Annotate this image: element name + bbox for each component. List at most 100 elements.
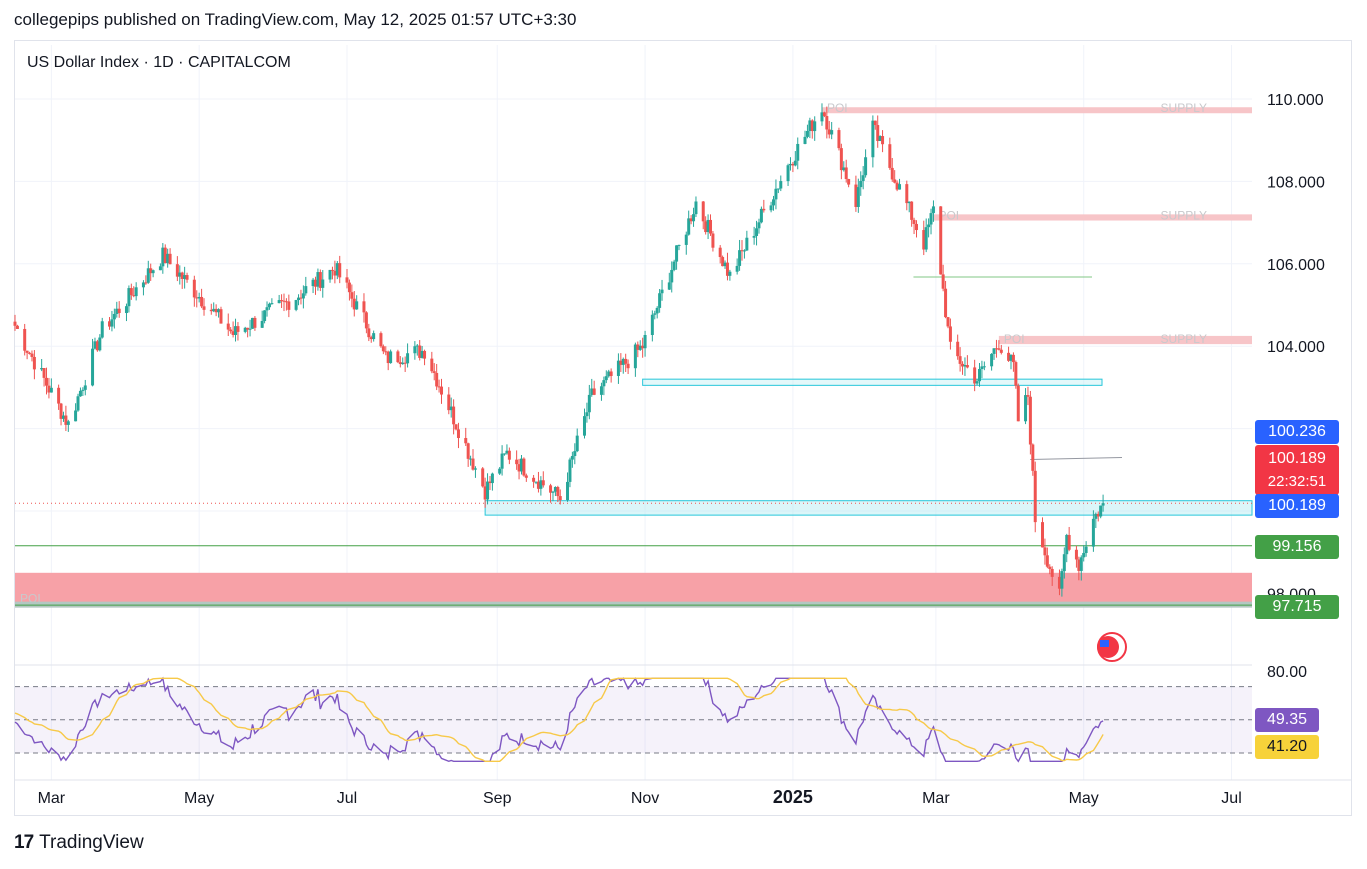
candle-body (488, 481, 492, 484)
candle-body (1062, 554, 1066, 572)
candle-body (185, 275, 189, 280)
candle-body (456, 429, 460, 439)
candle-body (956, 341, 960, 357)
candle-body (263, 310, 267, 321)
candle-body (466, 443, 470, 459)
candle-body (658, 293, 662, 308)
candle-body (585, 412, 589, 417)
candle-body (898, 184, 902, 190)
candle-body (844, 167, 848, 180)
candle-body (333, 270, 337, 276)
candle-body (602, 380, 606, 387)
candle-body (1057, 576, 1061, 589)
candle-body (318, 272, 322, 288)
candle-body (856, 187, 860, 207)
candle-body (243, 327, 247, 332)
zone-box (15, 572, 1252, 604)
candle-body (839, 148, 843, 171)
candle-body (447, 394, 451, 411)
zone-label-right: SUPPLY (1161, 332, 1207, 346)
candle-body (432, 371, 436, 373)
candle-body (558, 496, 562, 501)
candle-body (355, 301, 359, 310)
symbol-title: US Dollar Index · 1D · CAPITALCOM (27, 54, 291, 71)
candle-body (30, 353, 34, 357)
candle-body (180, 272, 184, 279)
candle-body (91, 348, 95, 386)
candle-body (76, 396, 80, 411)
rsi-ma-line (14, 677, 1104, 762)
candle-body (638, 345, 642, 350)
candle-body (372, 333, 376, 340)
candle-body (1099, 505, 1103, 517)
candle-body (553, 486, 557, 492)
zone-box (821, 107, 1252, 114)
candle-body (556, 486, 560, 497)
candle-body (78, 390, 82, 397)
candle-body (876, 125, 880, 142)
candle-body (32, 356, 36, 370)
candle-body (384, 351, 388, 353)
footer: 17 TradingView (14, 832, 144, 854)
candle-body (435, 372, 439, 387)
candle-body (498, 468, 502, 474)
candle-body (655, 307, 659, 314)
candle-body (808, 120, 812, 131)
candle-body (1009, 354, 1013, 361)
candle-body (653, 313, 657, 315)
candle-body (723, 262, 727, 267)
candle-body (197, 296, 201, 299)
candle-body (711, 233, 715, 248)
candle-body (774, 188, 778, 200)
candle-body (192, 279, 196, 298)
rsi-ma-tag: 41.20 (1255, 735, 1319, 759)
candle-body (98, 337, 102, 351)
candle-body (999, 349, 1003, 353)
candle-body (321, 279, 325, 288)
candle-body (166, 253, 170, 264)
candle-body (881, 136, 885, 145)
candle-body (534, 481, 538, 483)
candle-body (1024, 395, 1028, 422)
x-tick-label: Mar (38, 790, 66, 807)
candle-body (413, 346, 417, 354)
y-tick-label: 106.000 (1267, 257, 1325, 274)
candle-body (975, 381, 979, 384)
candle-body (830, 130, 834, 135)
candle-body (873, 120, 877, 126)
candle-body (66, 421, 70, 425)
x-tick-label: May (184, 790, 214, 807)
level-tag-99: 99.156 (1255, 535, 1339, 559)
rsi-line (14, 676, 1104, 763)
candle-body (895, 182, 899, 190)
us-flag-icon-canton (1100, 640, 1109, 647)
candle-body (641, 345, 645, 349)
candle-body (265, 307, 269, 311)
candle-body (1016, 385, 1020, 422)
zone-label-left: POI (1004, 332, 1025, 346)
candle-body (175, 264, 179, 277)
zone-label-left: POI (827, 101, 848, 115)
candle-body (599, 386, 603, 395)
candle-body (1011, 354, 1015, 363)
candle-body (977, 368, 981, 382)
candle-body (582, 416, 586, 436)
candle-body (440, 386, 444, 395)
candle-body (1033, 470, 1037, 523)
candle-body (684, 234, 688, 245)
candle-body (536, 481, 540, 489)
candle-body (827, 129, 831, 135)
candle-body (449, 406, 453, 411)
candle-body (1067, 534, 1071, 550)
candle-body (890, 167, 894, 180)
candle-body (178, 272, 182, 277)
candle-body (847, 179, 851, 185)
candle-body (219, 309, 223, 324)
candle-body (117, 308, 121, 314)
candle-body (161, 247, 165, 267)
candle-body (524, 475, 528, 478)
footer-brand[interactable]: TradingView (39, 832, 144, 853)
candle-body (301, 293, 305, 299)
x-tick-label: Jul (1221, 790, 1241, 807)
